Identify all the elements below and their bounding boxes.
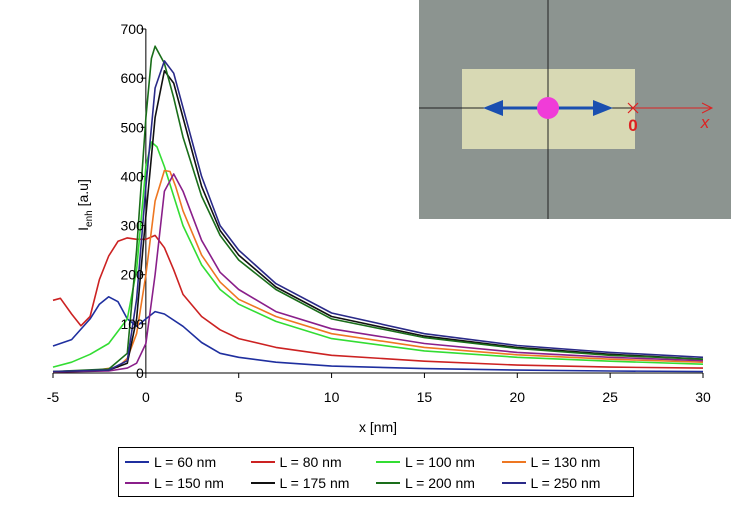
series-line-5 — [52, 70, 704, 373]
y-tick-label: 600 — [120, 70, 144, 86]
legend-swatch — [376, 481, 400, 484]
x-axis-title: x [nm] — [359, 419, 397, 435]
x-tick-label: 0 — [142, 389, 150, 405]
origin-cross-marker — [627, 102, 639, 114]
legend-item: L = 150 nm — [125, 472, 251, 493]
dipole-arrowhead-right — [593, 100, 613, 116]
y-axis-title-unit: [a.u] — [75, 179, 91, 210]
y-axis-title: Ienh [a.u] — [75, 179, 95, 231]
legend-label: L = 250 nm — [530, 474, 601, 491]
y-axis-title-main: I — [75, 227, 91, 231]
series-line-4 — [52, 173, 704, 373]
legend-label: L = 175 nm — [279, 474, 350, 491]
legend-label: L = 80 nm — [279, 453, 342, 470]
x-tick-label: 5 — [235, 389, 243, 405]
y-tick-label: 0 — [136, 365, 144, 381]
series-line-6 — [52, 45, 704, 373]
series-lines — [52, 45, 704, 373]
y-tick-label: 300 — [120, 218, 144, 234]
legend-swatch — [125, 460, 149, 463]
y-tick-label: 100 — [120, 316, 144, 332]
series-line-2 — [52, 141, 704, 368]
x-axis-arrowhead — [701, 102, 714, 114]
legend-item: L = 200 nm — [376, 472, 502, 493]
legend-item: L = 80 nm — [250, 451, 377, 472]
legend-item: L = 250 nm — [501, 472, 628, 493]
y-tick-label: 700 — [120, 21, 144, 37]
x-tick-label: 15 — [417, 389, 433, 405]
legend-swatch — [250, 481, 275, 484]
legend-swatch — [250, 460, 275, 463]
x-tick-label: 25 — [602, 389, 618, 405]
y-tick-label: 400 — [120, 168, 144, 184]
y-tick-label: 200 — [120, 267, 144, 283]
legend-item: L = 175 nm — [250, 472, 377, 493]
y-axis-title-sub: enh — [84, 210, 95, 227]
legend-swatch — [501, 460, 526, 463]
particle-circle — [537, 97, 559, 119]
series-line-7 — [52, 60, 704, 373]
series-line-0 — [52, 295, 704, 373]
legend-swatch — [376, 460, 400, 463]
y-tick-label: 500 — [120, 119, 144, 135]
legend-label: L = 130 nm — [530, 453, 601, 470]
origin-label: 0 — [628, 116, 637, 135]
x-tick-label: 20 — [509, 389, 525, 405]
legend-item: L = 60 nm — [125, 451, 251, 472]
legend-swatch — [125, 481, 149, 484]
x-tick-label: -5 — [47, 389, 60, 405]
dipole-arrowhead-left — [483, 100, 503, 116]
legend-label: L = 200 nm — [405, 474, 475, 491]
legend: L = 60 nm L = 80 nm L = 100 nm L = 130 nm L … — [118, 447, 634, 497]
x-tick-label: 30 — [695, 389, 711, 405]
legend-item: L = 130 nm — [501, 451, 628, 472]
geometry-inset: 0 x — [419, 0, 731, 219]
x-tick-label: 10 — [324, 389, 340, 405]
series-line-1 — [52, 234, 704, 369]
legend-item: L = 100 nm — [376, 451, 502, 472]
x-axis-label: x — [700, 113, 710, 132]
legend-label: L = 150 nm — [154, 474, 224, 491]
legend-swatch — [501, 481, 526, 484]
legend-label: L = 100 nm — [405, 453, 475, 470]
legend-label: L = 60 nm — [154, 453, 217, 470]
